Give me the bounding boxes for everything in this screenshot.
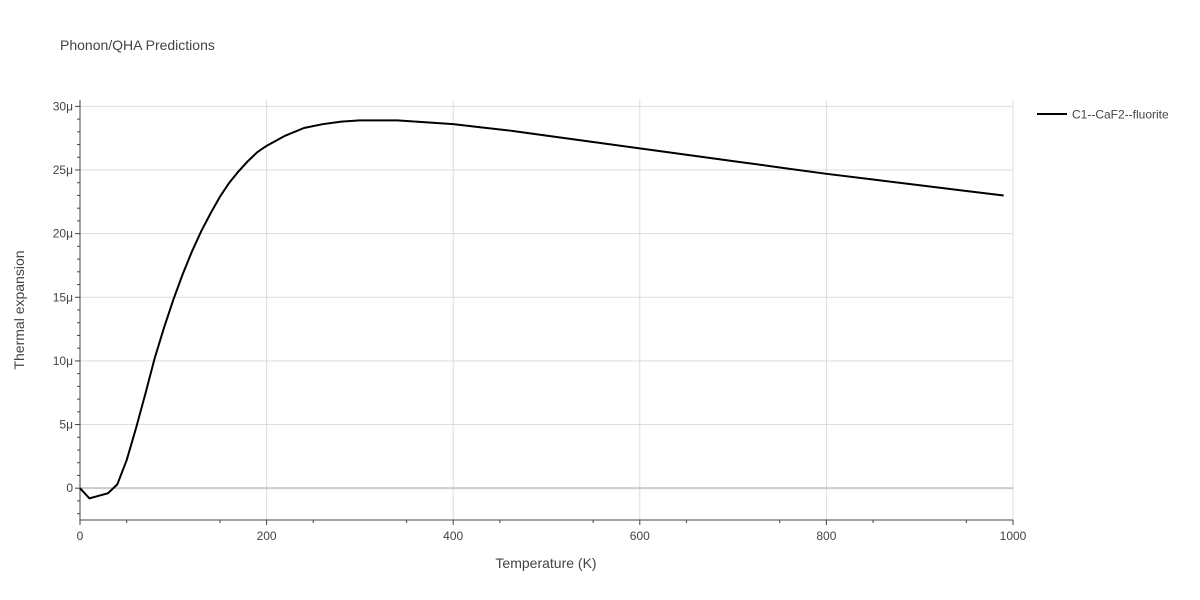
y-tick-label: 30μ — [53, 99, 73, 113]
y-axis-label: Thermal expansion — [11, 250, 27, 369]
y-tick-label: 25μ — [53, 163, 73, 177]
minor-ticks — [77, 118, 967, 523]
legend-label: C1--CaF2--fluorite — [1072, 108, 1169, 122]
x-tick-label: 400 — [443, 529, 463, 543]
chart-title: Phonon/QHA Predictions — [60, 37, 215, 53]
x-axis-ticks: 0 200 400 600 800 1000 — [77, 520, 1027, 543]
y-tick-label: 5μ — [59, 418, 73, 432]
legend[interactable]: C1--CaF2--fluorite — [1037, 108, 1169, 122]
x-tick-label: 600 — [630, 529, 650, 543]
y-tick-label: 15μ — [53, 290, 73, 304]
series-line-0 — [79, 119, 1004, 500]
grid — [80, 100, 1014, 520]
y-tick-label: 20μ — [53, 227, 73, 241]
series-group — [79, 119, 1004, 500]
x-tick-label: 1000 — [1000, 529, 1027, 543]
x-tick-label: 800 — [816, 529, 836, 543]
x-axis-label: Temperature (K) — [495, 555, 596, 571]
y-tick-label: 10μ — [53, 354, 73, 368]
x-tick-label: 0 — [77, 529, 84, 543]
y-axis-ticks: 0 5μ 10μ 15μ 20μ 25μ 30μ — [53, 99, 80, 495]
x-tick-label: 200 — [257, 529, 277, 543]
y-tick-label: 0 — [66, 481, 73, 495]
